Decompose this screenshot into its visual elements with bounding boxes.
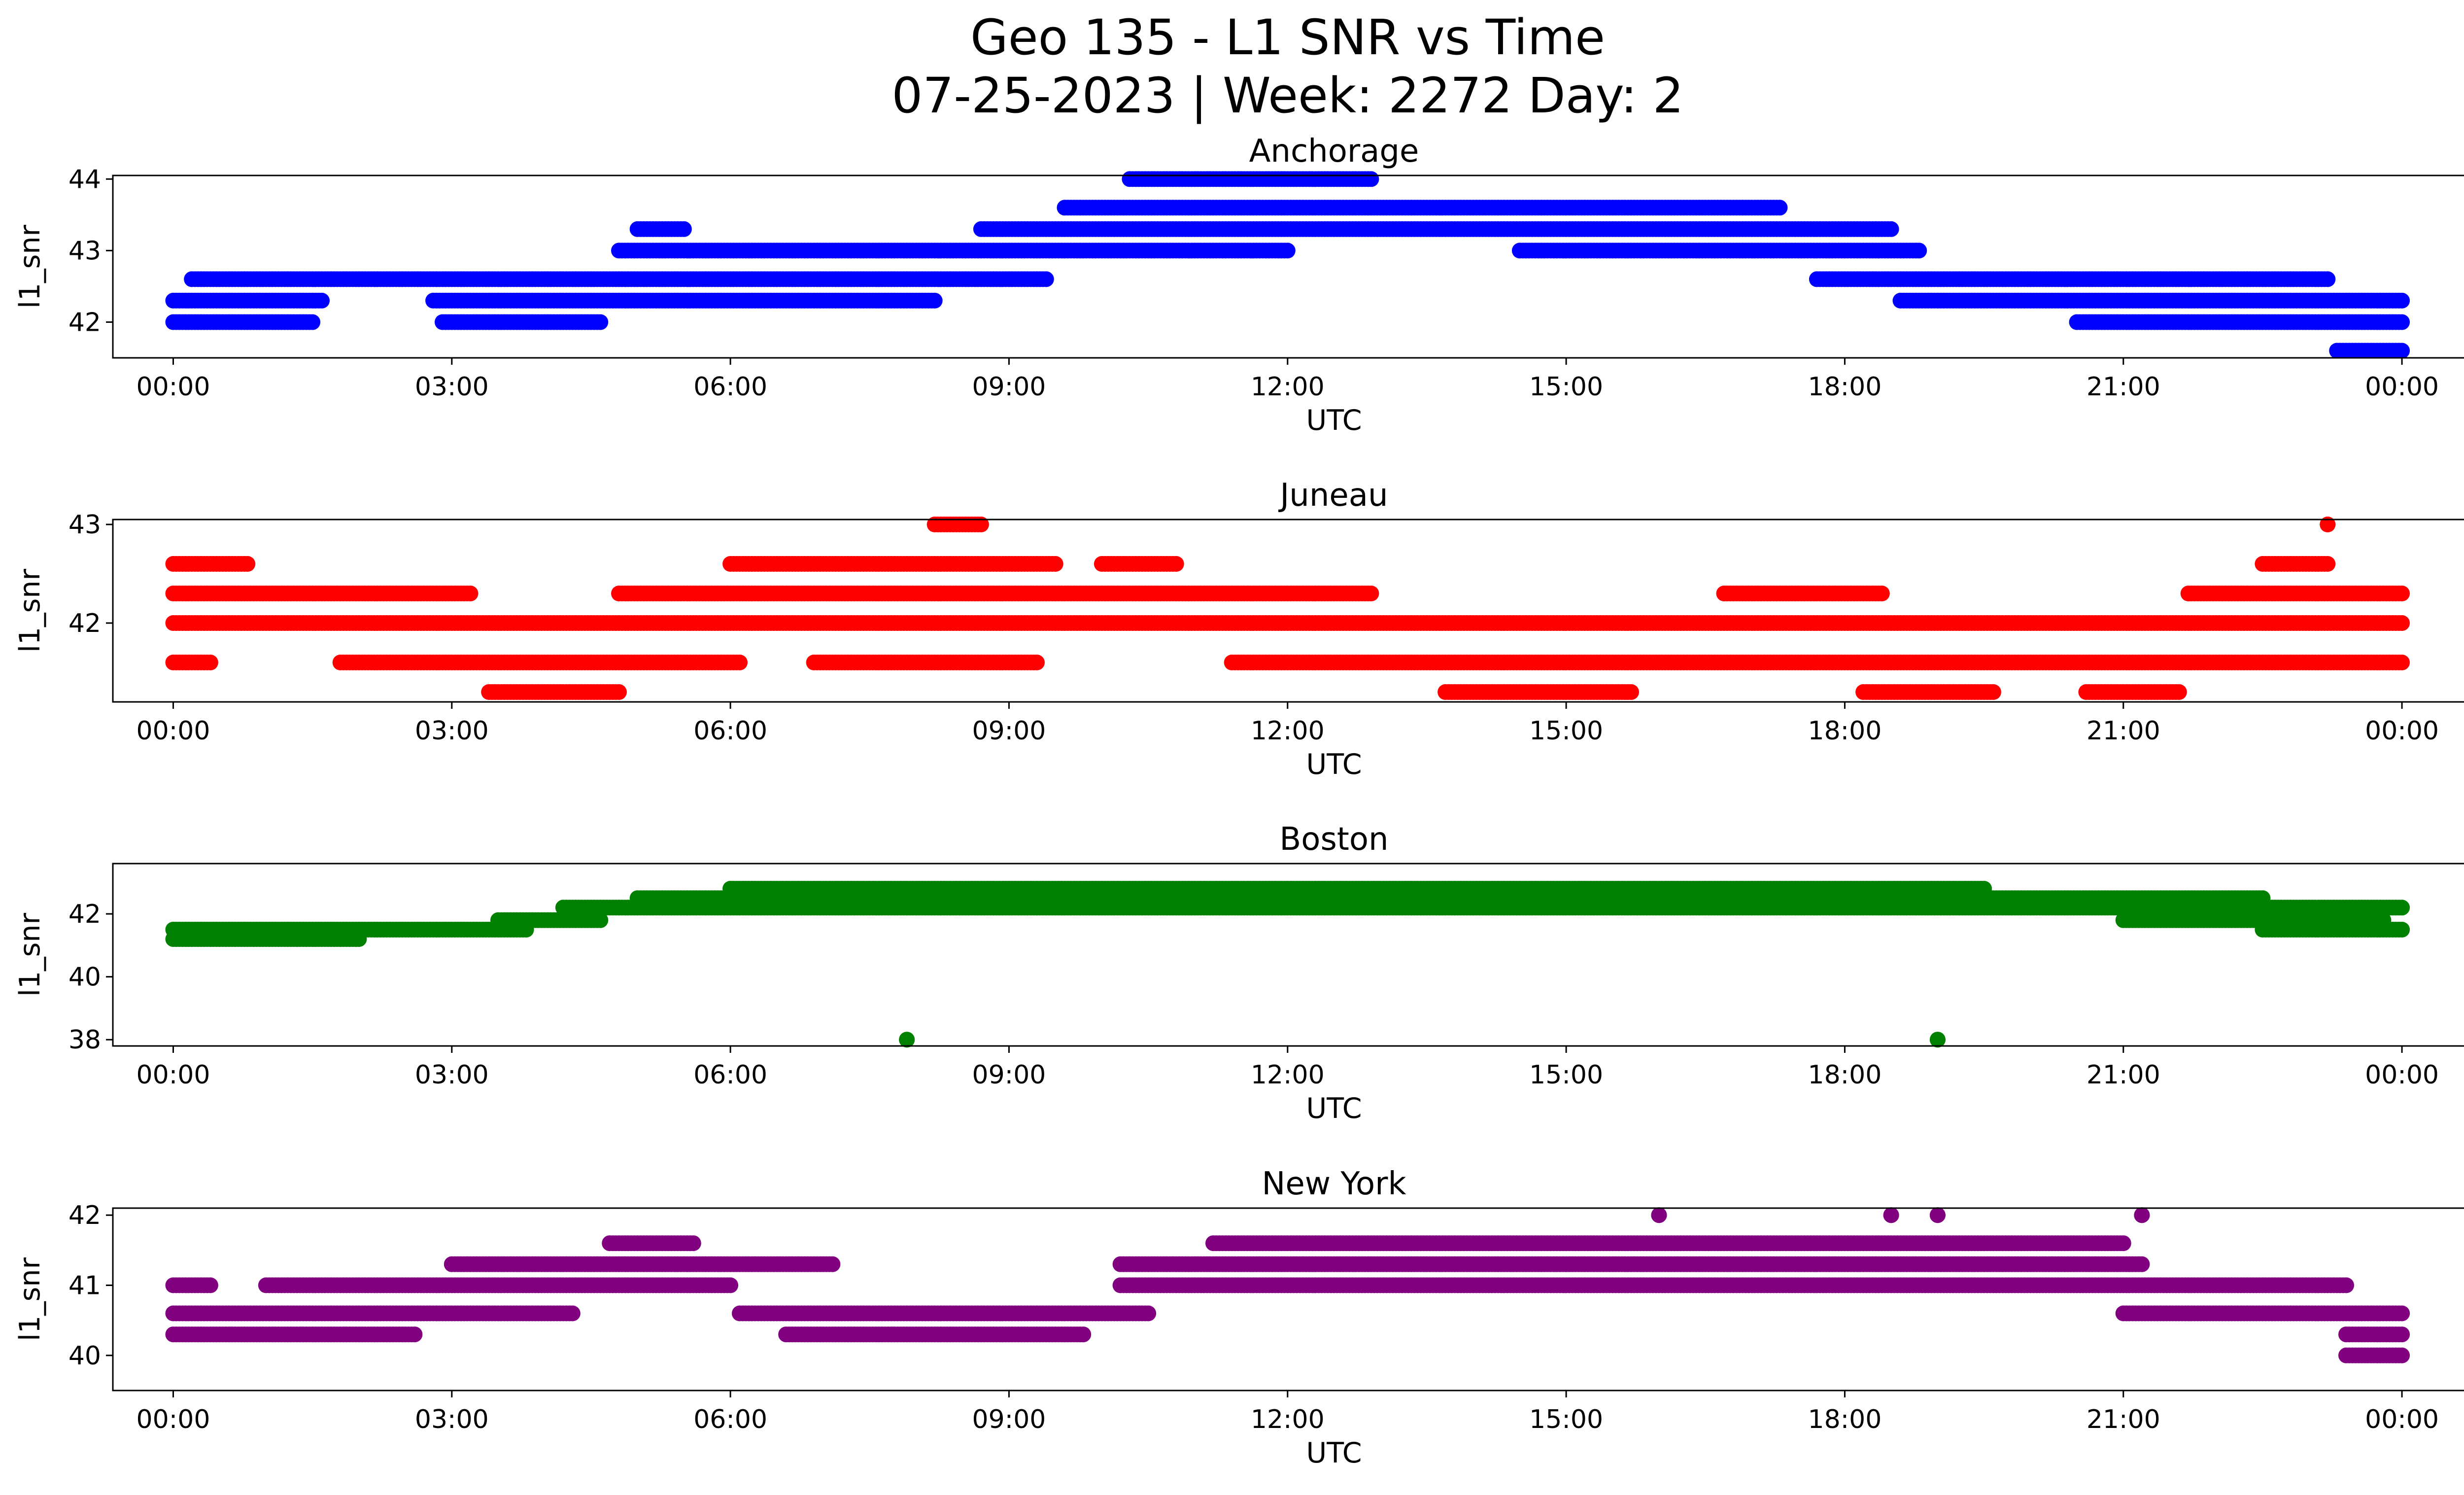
panel-juneau: 00:00 03:00 06:00 09:00 12:00 15:00 18:00 21:00… bbox=[14, 477, 2464, 781]
data-point bbox=[1047, 556, 1063, 572]
x-tick-label: 00:00 bbox=[2365, 716, 2439, 746]
y-tick-label: 44 bbox=[68, 165, 101, 194]
data-point bbox=[1874, 586, 1890, 601]
data-point bbox=[676, 221, 692, 237]
data-point bbox=[1772, 200, 1788, 216]
data-point bbox=[1985, 684, 2001, 700]
panel-title: Juneau bbox=[1278, 477, 1388, 514]
x-tick-label: 15:00 bbox=[1529, 372, 1603, 402]
data-point bbox=[2320, 271, 2336, 287]
x-tick-label: 06:00 bbox=[693, 716, 767, 746]
data-point bbox=[2394, 343, 2410, 359]
data-point bbox=[240, 556, 256, 572]
data-point bbox=[1623, 684, 1639, 700]
data-point bbox=[305, 314, 321, 330]
plot-frame bbox=[112, 174, 2464, 359]
panel-title: Anchorage bbox=[1249, 133, 1419, 170]
x-tick-label: 00:00 bbox=[2365, 372, 2439, 402]
chart-subtitle: 07-25-2023 | Week: 2272 Day: 2 bbox=[891, 68, 1684, 124]
x-tick-label: 15:00 bbox=[1529, 716, 1603, 746]
x-tick-label: 12:00 bbox=[1251, 716, 1325, 746]
panel-boston: 00:00 03:00 06:00 09:00 12:00 15:00 18:00 21:00… bbox=[14, 821, 2464, 1125]
data-point bbox=[202, 655, 218, 670]
data-point bbox=[1363, 171, 1379, 187]
data-point bbox=[2394, 292, 2410, 309]
data-point bbox=[732, 655, 748, 670]
x-tick-label: 09:00 bbox=[972, 372, 1046, 402]
x-tick-label: 09:00 bbox=[972, 716, 1046, 746]
data-point bbox=[2171, 684, 2187, 700]
data-point bbox=[2394, 615, 2410, 631]
x-tick-label: 03:00 bbox=[415, 716, 489, 746]
y-axis-label: l1_snr bbox=[14, 569, 46, 653]
x-tick-label: 00:00 bbox=[137, 372, 210, 402]
data-point bbox=[592, 314, 609, 330]
x-tick-label: 00:00 bbox=[137, 716, 210, 746]
data-point bbox=[2320, 556, 2336, 572]
data-points bbox=[165, 171, 2410, 359]
data-point bbox=[462, 586, 479, 601]
x-axis-label: UTC bbox=[1306, 748, 1362, 781]
data-point bbox=[2394, 314, 2410, 330]
y-tick-label: 43 bbox=[68, 510, 101, 540]
x-tick-label: 06:00 bbox=[693, 372, 767, 402]
panel-anchorage: 00:00 03:00 06:00 09:00 12:00 15:00 18:00 21:00… bbox=[14, 133, 2464, 437]
data-point bbox=[1038, 271, 1054, 287]
data-point bbox=[1363, 586, 1379, 601]
data-points bbox=[165, 881, 2410, 1048]
data-point bbox=[1279, 243, 1296, 259]
x-tick-label: 03:00 bbox=[415, 372, 489, 402]
x-tick-label: 18:00 bbox=[1808, 372, 1882, 402]
x-tick-label: 21:00 bbox=[2087, 372, 2160, 402]
data-point bbox=[2394, 655, 2410, 670]
data-point bbox=[926, 292, 943, 309]
data-points bbox=[165, 517, 2410, 700]
data-point bbox=[1029, 655, 1045, 670]
y-axis-label: l1_snr bbox=[14, 225, 46, 309]
data-point bbox=[1911, 243, 1927, 259]
y-tick-label: 43 bbox=[68, 236, 101, 266]
figure-title: Geo 135 - L1 SNR vs Time 07-25-2023 | We… bbox=[0, 9, 2464, 125]
chart-title: Geo 135 - L1 SNR vs Time bbox=[970, 9, 1605, 66]
x-tick-label: 12:00 bbox=[1251, 372, 1325, 402]
data-point bbox=[1168, 556, 1184, 572]
plot-frame bbox=[112, 519, 2464, 703]
x-tick-label: 18:00 bbox=[1808, 716, 1882, 746]
y-tick-label: 42 bbox=[68, 308, 101, 337]
data-point bbox=[611, 684, 627, 700]
y-tick-label: 42 bbox=[68, 609, 101, 638]
x-axis-label: UTC bbox=[1306, 404, 1362, 437]
data-point bbox=[314, 292, 330, 309]
data-point bbox=[1883, 221, 1899, 237]
data-point bbox=[2394, 586, 2410, 601]
x-tick-label: 21:00 bbox=[2087, 716, 2160, 746]
